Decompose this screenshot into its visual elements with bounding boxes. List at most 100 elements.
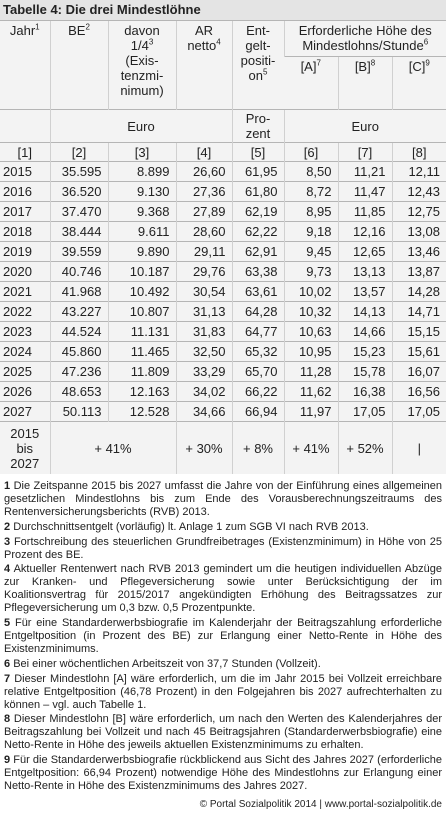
value-cell: 17,05	[391, 401, 446, 422]
value-cell: 29,11	[175, 241, 232, 262]
value-cell: 34,02	[175, 381, 232, 402]
footnote-number: 7	[4, 672, 11, 685]
value-cell: 12.528	[107, 401, 176, 422]
value-cell: 48.653	[49, 381, 108, 402]
value-cell: 14,66	[337, 321, 392, 342]
value-cell: 39.559	[49, 241, 108, 262]
summary-value: |	[391, 421, 446, 474]
value-cell: 13,08	[391, 221, 446, 242]
footnote-number: 4	[4, 563, 11, 576]
summary-label: 2015 bis 2027	[0, 421, 50, 474]
value-cell: 35.595	[49, 161, 108, 182]
footnote-text: Die Zeitspanne 2015 bis 2027 umfasst die…	[4, 480, 442, 518]
value-cell: 13,57	[337, 281, 392, 302]
footnote-ref: 3	[148, 37, 154, 47]
value-cell: 28,60	[175, 221, 232, 242]
footnote-text: Dieser Mindestlohn [A] wäre erforderlich…	[4, 672, 442, 711]
summary-value: + 30%	[175, 421, 232, 474]
year-cell: 2020	[0, 261, 50, 282]
value-cell: 15,61	[391, 341, 446, 362]
value-cell: 31,13	[175, 301, 232, 322]
footnote-ref: 5	[263, 67, 268, 77]
subheader-cell: [A]7	[284, 56, 338, 110]
cell-line: zent	[236, 126, 281, 141]
header-text: 1/4	[130, 38, 149, 53]
summary-label-line: 2015	[10, 425, 40, 441]
cell-line: BE2	[54, 23, 105, 38]
value-cell: 33,29	[175, 361, 232, 382]
value-cell: 62,19	[231, 201, 284, 222]
cell-line: AR	[180, 23, 229, 38]
value-cell: 8.899	[107, 161, 176, 182]
value-cell: 45.860	[49, 341, 108, 362]
value-cell: 61,95	[231, 161, 284, 182]
value-cell: 8,50	[283, 161, 338, 182]
header-cell: davon 1/43 (Exis-tenzmi-nimum)	[107, 20, 176, 110]
value-cell: 43.227	[49, 301, 108, 322]
summary-value: + 41%	[49, 421, 176, 474]
header-text: [C]	[408, 59, 426, 74]
header-text: Euro	[127, 118, 155, 134]
cell-line: gelt-	[236, 38, 281, 53]
footnote-text: Für die Standarderwerbsbiografie rückbli…	[4, 754, 442, 792]
footnote-number: 2	[4, 520, 11, 533]
value-cell: 11.131	[107, 321, 176, 342]
footnote: 9 Für die Standarderwerbsbiografie rückb…	[4, 754, 442, 793]
data-row: 2026 48.653 12.163 34,02 66,22 11,62 16,38 16,5…	[0, 381, 446, 402]
column-number: [2]	[49, 142, 108, 162]
footnote: 7 Dieser Mindestlohn [A] wäre erforderli…	[4, 673, 442, 712]
footnote-ref: 1	[35, 22, 40, 32]
value-cell: 38.444	[49, 221, 108, 242]
header-text: on	[248, 68, 263, 83]
value-cell: 12.163	[107, 381, 176, 402]
header-text: Ent-	[246, 23, 270, 38]
value-cell: 44.524	[49, 321, 108, 342]
unit-cell: Euro	[283, 109, 446, 143]
value-cell: 26,60	[175, 161, 232, 182]
header-row: Jahr1 BE2 davon 1/43 (Exis-tenzmi-nimum) AR ne…	[0, 20, 446, 110]
column-number: [3]	[107, 142, 176, 162]
column-number: [8]	[391, 142, 446, 162]
cell-line: Ent-	[236, 23, 281, 38]
value-cell: 50.113	[49, 401, 108, 422]
value-cell: 63,61	[231, 281, 284, 302]
value-cell: 10,32	[283, 301, 338, 322]
data-row: 2019 39.559 9.890 29,11 62,91 9,45 12,65 13,46	[0, 241, 446, 262]
header-text: gelt-	[245, 38, 271, 53]
footnotes: 1 Die Zeitspanne 2015 bis 2027 umfasst d…	[0, 474, 446, 793]
subheader-cell: [C]9	[391, 56, 446, 110]
year-cell: 2016	[0, 181, 50, 202]
footnote-text: Bei einer wöchentlichen Arbeitszeit von …	[13, 657, 321, 670]
value-cell: 61,80	[231, 181, 284, 202]
value-cell: 15,15	[391, 321, 446, 342]
footnote-text: Durchschnittsentgelt (vorläufig) lt. Anl…	[13, 520, 369, 533]
footnote-ref: 8	[370, 58, 376, 68]
footnote: 5 Für eine Standarderwerbsbiografie im K…	[4, 617, 442, 656]
footnote: 1 Die Zeitspanne 2015 bis 2027 umfasst d…	[4, 480, 442, 519]
footnote-text: Aktueller Rentenwert nach RVB 2013 gemin…	[4, 563, 442, 615]
year-cell: 2019	[0, 241, 50, 262]
unit-row: Euro Pro-zent Euro	[0, 109, 446, 143]
summary-label-line: 2027	[10, 455, 40, 471]
value-cell: 15,23	[337, 341, 392, 362]
cell-line: nimum)	[112, 83, 173, 98]
value-cell: 14,13	[337, 301, 392, 322]
data-row: 2021 41.968 10.492 30,54 63,61 10,02 13,57 14,2…	[0, 281, 446, 302]
cell-line: on5	[236, 68, 281, 83]
footnote-number: 5	[4, 617, 11, 630]
header-text: Euro	[351, 118, 379, 134]
unit-cell	[0, 109, 50, 143]
data-row: 2023 44.524 11.131 31,83 64,77 10,63 14,66 15,1…	[0, 321, 446, 342]
value-cell: 32,50	[175, 341, 232, 362]
footnote-number: 8	[4, 713, 11, 726]
value-cell: 15,78	[337, 361, 392, 382]
header-text: positi-	[240, 53, 276, 68]
value-cell: 12,16	[337, 221, 392, 242]
header-text: zent	[245, 126, 271, 141]
value-cell: 9,73	[283, 261, 338, 282]
value-cell: 62,22	[231, 221, 284, 242]
footnote-text: Dieser Mindestlohn [B] wäre erforderlich…	[4, 713, 442, 752]
value-cell: 65,70	[231, 361, 284, 382]
value-cell: 31,83	[175, 321, 232, 342]
